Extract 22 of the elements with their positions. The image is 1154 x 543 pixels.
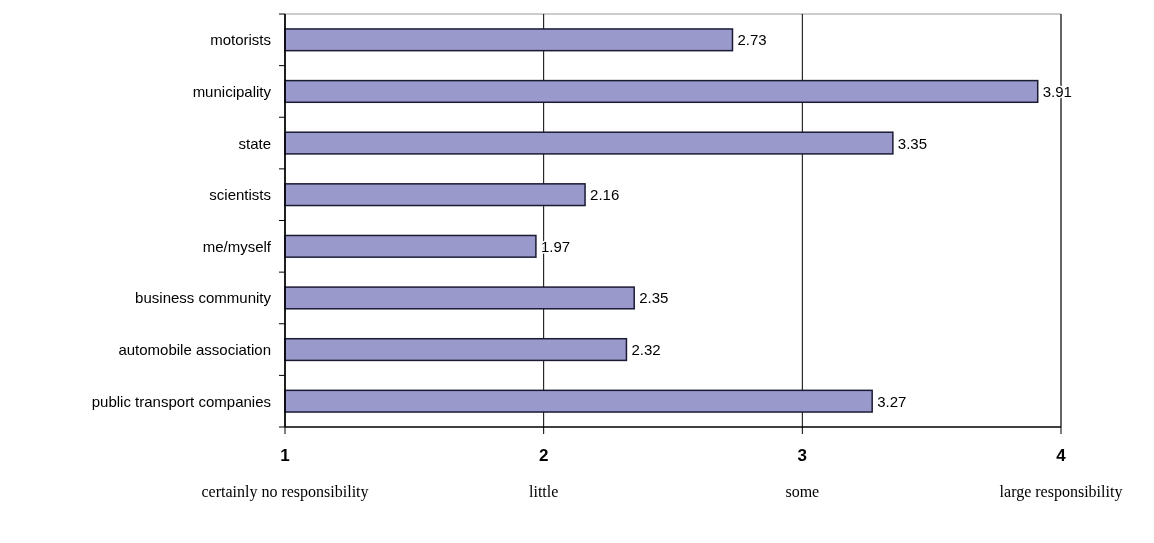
x-tick-label: 3 xyxy=(797,446,808,465)
x-tick-label: 4 xyxy=(1056,446,1067,465)
text: little xyxy=(529,483,559,500)
x-tick-label: 1 xyxy=(280,446,290,465)
y-tick-label: me/myself xyxy=(202,237,272,255)
y-tick-label: municipality xyxy=(192,82,272,100)
y-tick-label: motorists xyxy=(210,31,271,49)
y-tick-label: scientists xyxy=(209,186,271,204)
data-label: 2.73 xyxy=(737,31,767,49)
text: some xyxy=(785,483,820,500)
text: certainly no responsibility xyxy=(201,483,369,501)
y-tick-label: state xyxy=(238,134,271,152)
data-label: 2.32 xyxy=(631,341,661,359)
y-tick-label: public transport companies xyxy=(91,392,271,410)
data-label: 3.27 xyxy=(877,392,907,410)
data-label: 2.16 xyxy=(590,186,620,204)
text: large responsibility xyxy=(999,483,1123,501)
data-label: 3.35 xyxy=(897,134,928,152)
y-tick-label: business community xyxy=(135,289,272,307)
x-tick-label: 2 xyxy=(538,446,549,465)
y-tick-label: automobile association xyxy=(118,341,271,359)
data-label: 2.35 xyxy=(639,289,669,307)
